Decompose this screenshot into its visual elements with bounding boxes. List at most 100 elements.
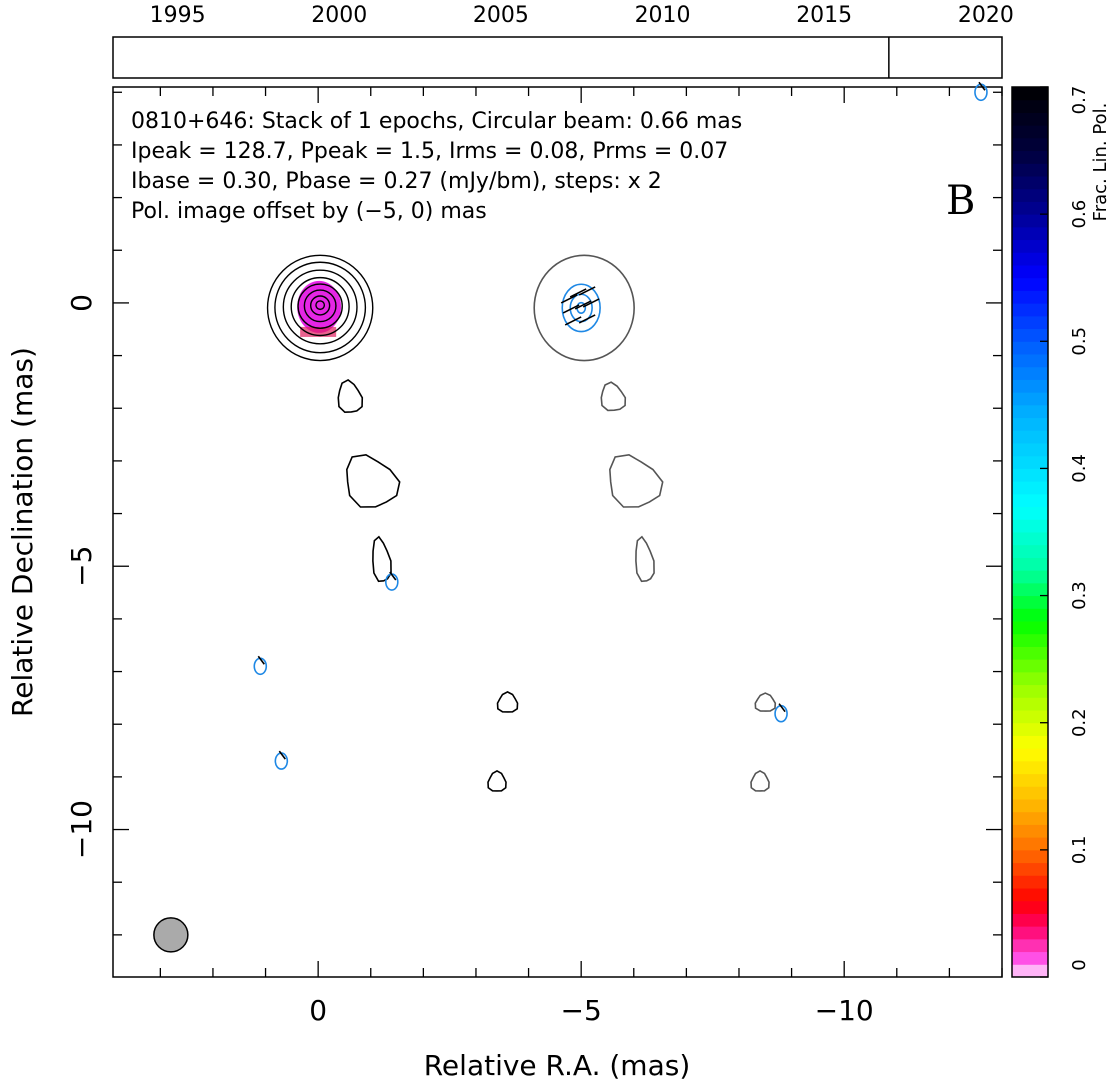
colorbar-step xyxy=(1012,888,1048,902)
offset-jet-contour xyxy=(754,692,777,712)
colorbar-tick-label: 0.6 xyxy=(1069,200,1090,229)
colorbar-step xyxy=(1012,163,1048,177)
colorbar-step xyxy=(1012,430,1048,444)
evpa-tick xyxy=(578,286,596,296)
colorbar-step xyxy=(1012,137,1048,152)
core-contour xyxy=(315,300,326,311)
colorbar-step xyxy=(1012,354,1048,368)
colorbar-step xyxy=(1012,379,1048,393)
colorbar-step xyxy=(1012,557,1048,571)
core-contour xyxy=(303,289,337,323)
core-contour xyxy=(266,254,374,362)
colorbar-step xyxy=(1012,277,1048,291)
colorbar-step xyxy=(1012,608,1048,622)
colorbar-step xyxy=(1012,341,1048,355)
annotation-line-4: Pol. image offset by (−5, 0) mas xyxy=(131,199,487,224)
colorbar-step xyxy=(1012,201,1048,215)
colorbar-step xyxy=(1012,570,1048,584)
offset-jet-contour xyxy=(600,381,627,412)
colorbar-tick-label: 0.2 xyxy=(1069,708,1090,737)
colorbar-step xyxy=(1012,748,1048,762)
colorbar-tick-label: 0 xyxy=(1069,959,1090,970)
colorbar-step xyxy=(1012,786,1048,800)
colorbar-step xyxy=(1012,417,1048,431)
offset-jet-contour xyxy=(750,770,770,792)
colorbar-step xyxy=(1012,722,1048,736)
annotation-line-3: Ibase = 0.30, Pbase = 0.27 (mJy/bm), ste… xyxy=(131,169,662,194)
pol-contour xyxy=(274,752,289,770)
evpa-tick xyxy=(582,298,600,308)
timeline-tick-label: 2015 xyxy=(796,3,852,28)
colorbar-step xyxy=(1012,760,1048,775)
timeline-tick-label: 2010 xyxy=(635,3,691,28)
evpa-tick xyxy=(578,314,596,324)
x-axis-label: Relative R.A. (mas) xyxy=(424,1049,691,1082)
colorbar-step xyxy=(1012,455,1048,469)
colorbar-step xyxy=(1012,875,1048,889)
colorbar-step xyxy=(1012,913,1048,927)
colorbar-step xyxy=(1012,659,1048,673)
colorbar-step xyxy=(1012,646,1048,660)
colorbar: 0 0.1 0.2 0.3 0.4 0.5 0.6 0.7 Frac. Lin. Pol. xyxy=(1011,86,1111,978)
y-axis-label: Relative Declination (mas) xyxy=(6,347,39,717)
colorbar-label: Frac. Lin. Pol. xyxy=(1090,103,1111,222)
y-tick-label: −5 xyxy=(65,546,98,587)
colorbar-step xyxy=(1012,710,1048,724)
offset-jet-contour xyxy=(609,454,664,508)
colorbar-step xyxy=(1012,443,1048,457)
timeline-tick-label: 1995 xyxy=(150,3,206,28)
colorbar-step xyxy=(1012,315,1048,330)
y-tick-label: 0 xyxy=(65,294,98,312)
panel-letter: B xyxy=(946,178,975,224)
colorbar-step xyxy=(1012,214,1048,228)
core-contour xyxy=(290,276,350,337)
x-tick-label: −5 xyxy=(561,994,602,1027)
timeline-tick-label: 2020 xyxy=(958,3,1014,28)
plot-frame xyxy=(112,86,1003,978)
evpa-tick xyxy=(278,750,286,760)
pol-contour xyxy=(253,657,268,676)
colorbar-step xyxy=(1012,964,1048,978)
jet-contour xyxy=(346,454,401,508)
colorbar-step xyxy=(1012,926,1048,940)
colorbar-step xyxy=(1012,811,1048,825)
colorbar-step xyxy=(1012,849,1048,864)
colorbar-step xyxy=(1012,532,1048,546)
colorbar-step xyxy=(1012,303,1048,317)
colorbar-step xyxy=(1012,404,1048,419)
jet-contour xyxy=(496,691,519,713)
evpa-tick xyxy=(978,81,986,91)
colorbar-step xyxy=(1012,900,1048,914)
colorbar-step xyxy=(1012,468,1048,482)
colorbar-frame xyxy=(1011,86,1049,978)
colorbar-step xyxy=(1012,87,1048,101)
evpa-tick xyxy=(560,294,578,304)
colorbar-step xyxy=(1012,252,1048,266)
beam-ellipse xyxy=(153,917,189,953)
colorbar-step xyxy=(1012,621,1048,635)
colorbar-tick-label: 0.3 xyxy=(1069,581,1090,610)
core-contour xyxy=(297,283,343,329)
timeline-tick-label: 2005 xyxy=(473,3,529,28)
colorbar-step xyxy=(1012,125,1048,139)
colorbar-step xyxy=(1012,862,1048,876)
core-contour xyxy=(282,269,358,345)
colorbar-step xyxy=(1012,188,1048,202)
evpa-tick xyxy=(257,655,265,665)
evpa-tick xyxy=(562,304,580,314)
colorbar-step xyxy=(1012,99,1048,113)
colorbar-step xyxy=(1012,290,1048,304)
offset-jet-contour xyxy=(635,535,655,583)
colorbar-step xyxy=(1012,773,1048,787)
annotation-line-1: 0810+646: Stack of 1 epochs, Circular be… xyxy=(131,109,742,134)
offset-core-contour xyxy=(533,254,635,362)
timeline-tick-label: 2000 xyxy=(311,3,367,28)
colorbar-tick-label: 0.4 xyxy=(1069,454,1090,483)
colorbar-step xyxy=(1012,582,1048,597)
colorbar-tick-label: 0.7 xyxy=(1069,86,1090,115)
colorbar-step xyxy=(1012,697,1048,711)
y-tick-label: −10 xyxy=(65,800,98,859)
colorbar-step xyxy=(1012,226,1048,241)
colorbar-step xyxy=(1012,176,1048,190)
